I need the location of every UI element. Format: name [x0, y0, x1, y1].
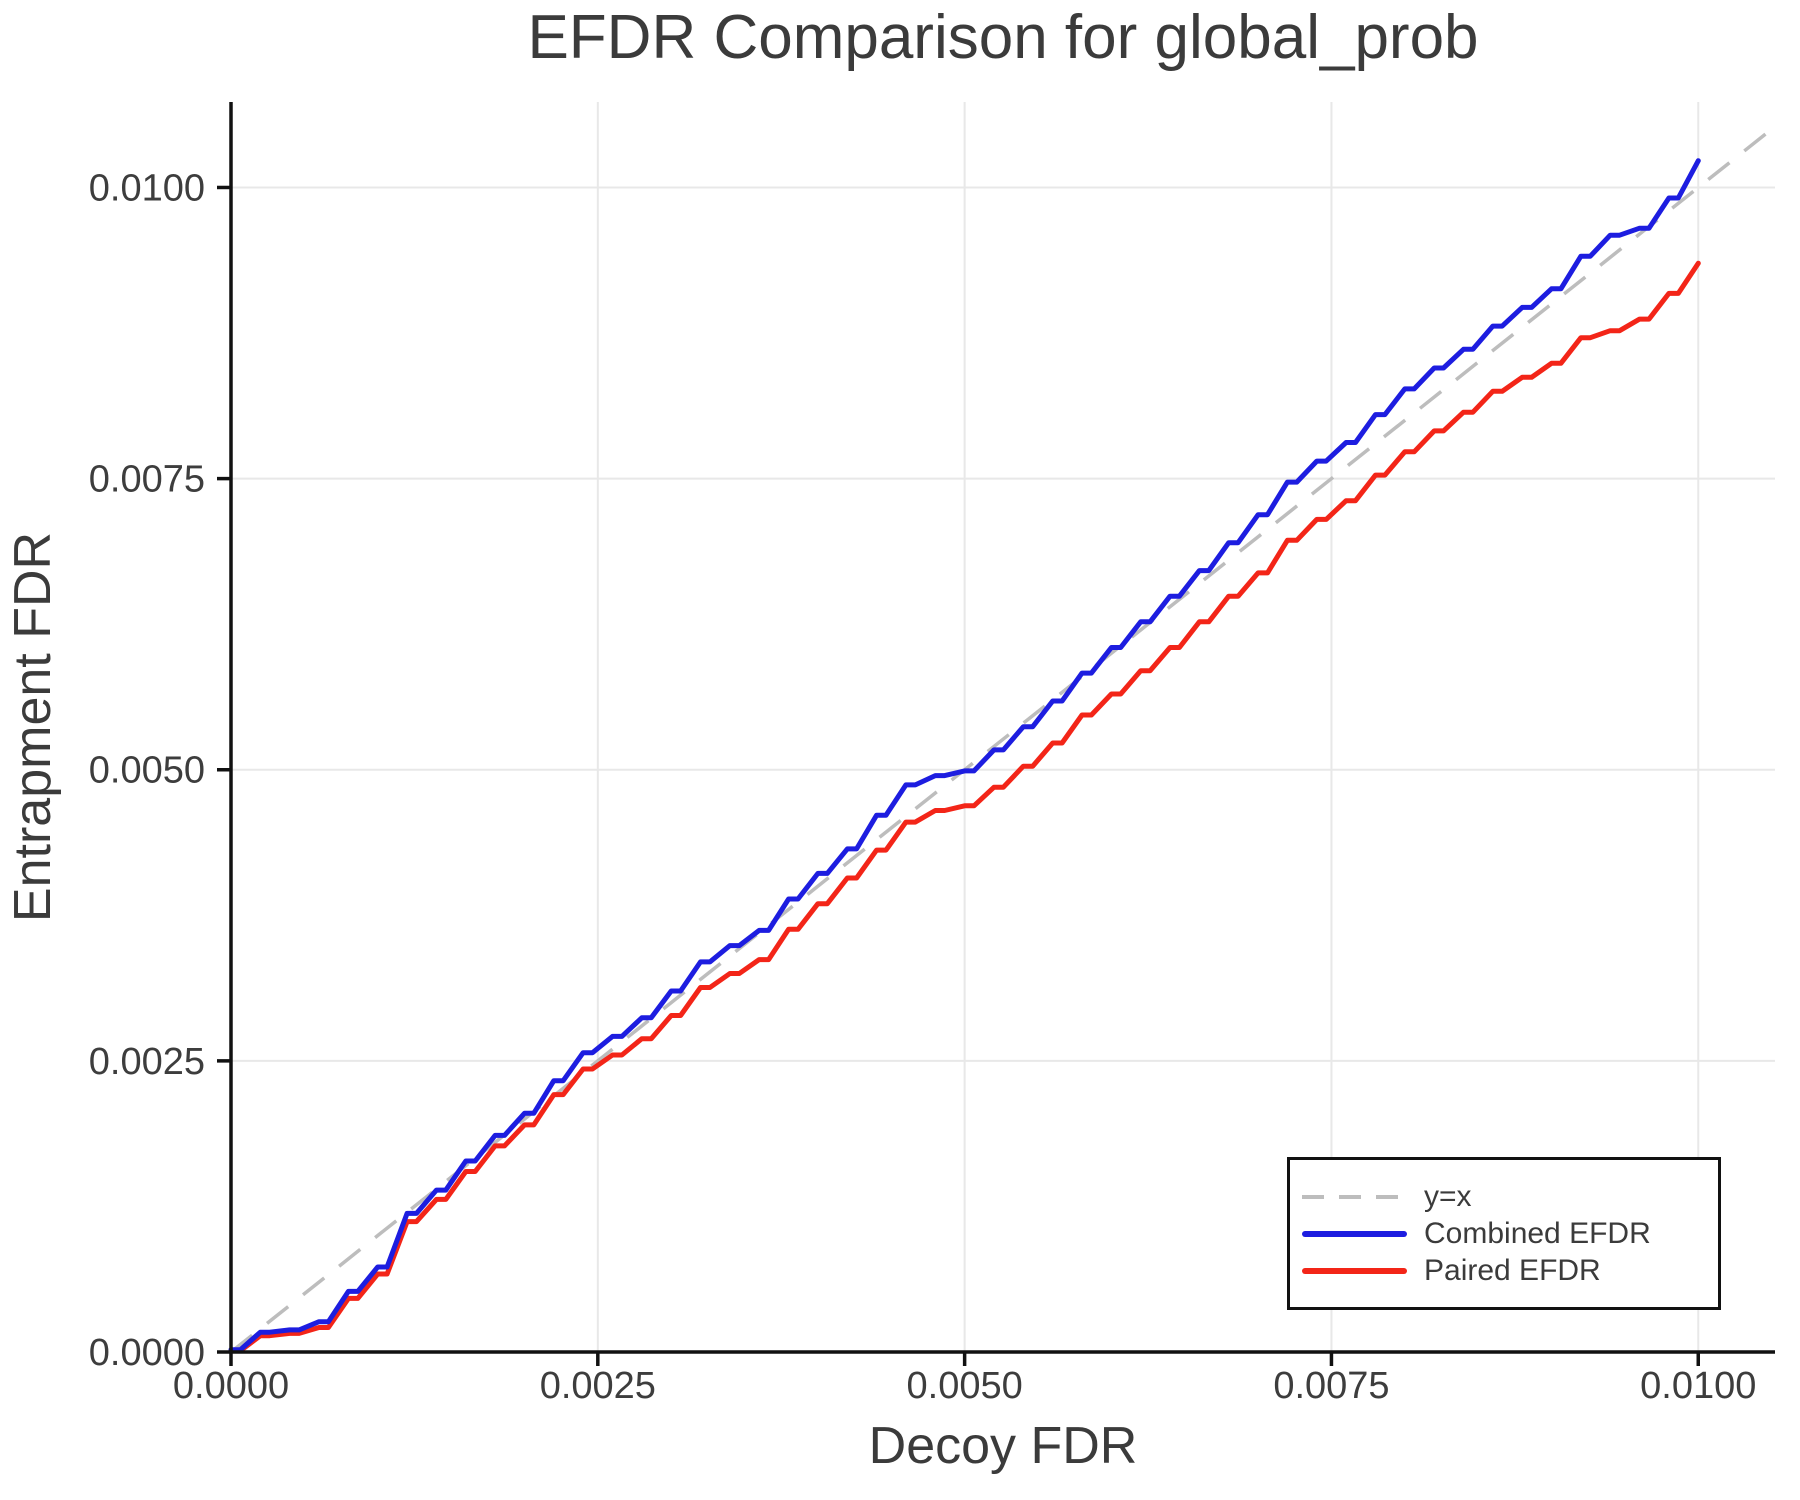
- legend-label-combined: Combined EFDR: [1424, 1216, 1651, 1250]
- combined-efdr-swatch: [1302, 1230, 1407, 1237]
- y-tick-label: 0.0025: [89, 1041, 205, 1083]
- legend-row-combined: Combined EFDR: [1290, 1215, 1718, 1252]
- y-tick-label: 0.0000: [89, 1332, 205, 1374]
- chart-title: EFDR Comparison for global_prob: [527, 3, 1478, 72]
- x-tick-label: 0.0100: [1640, 1365, 1756, 1407]
- y-tick-label: 0.0050: [89, 750, 205, 792]
- grid-layer: [231, 102, 1775, 1352]
- legend-row-identity: y=x: [1290, 1178, 1718, 1215]
- identity-line-swatch: [1302, 1194, 1407, 1199]
- combined-efdr-line: [228, 158, 1701, 1353]
- axis-layer: [217, 102, 1775, 1366]
- paired-efdr-swatch: [1302, 1267, 1407, 1274]
- legend-row-paired: Paired EFDR: [1290, 1252, 1718, 1289]
- paired-efdr-line: [228, 260, 1701, 1354]
- line-layer: [228, 125, 1777, 1354]
- legend-label-identity: y=x: [1424, 1179, 1472, 1213]
- tick-label-layer: 0.0000 0.0025 0.0050 0.0075 0.0100 0.0000 0.00…: [89, 167, 1757, 1407]
- legend-label-paired: Paired EFDR: [1424, 1253, 1601, 1287]
- y-tick-label: 0.0100: [89, 167, 205, 209]
- x-tick-label: 0.0075: [1273, 1365, 1389, 1407]
- x-tick-label: 0.0025: [540, 1365, 656, 1407]
- y-tick-label: 0.0075: [89, 459, 205, 501]
- x-axis-title: Decoy FDR: [869, 1417, 1138, 1475]
- y-axis-title: Entrapment FDR: [4, 532, 62, 922]
- legend-box: y=x Combined EFDR Paired EFDR: [1287, 1157, 1721, 1310]
- x-tick-label: 0.0000: [173, 1365, 289, 1407]
- x-tick-label: 0.0050: [907, 1365, 1023, 1407]
